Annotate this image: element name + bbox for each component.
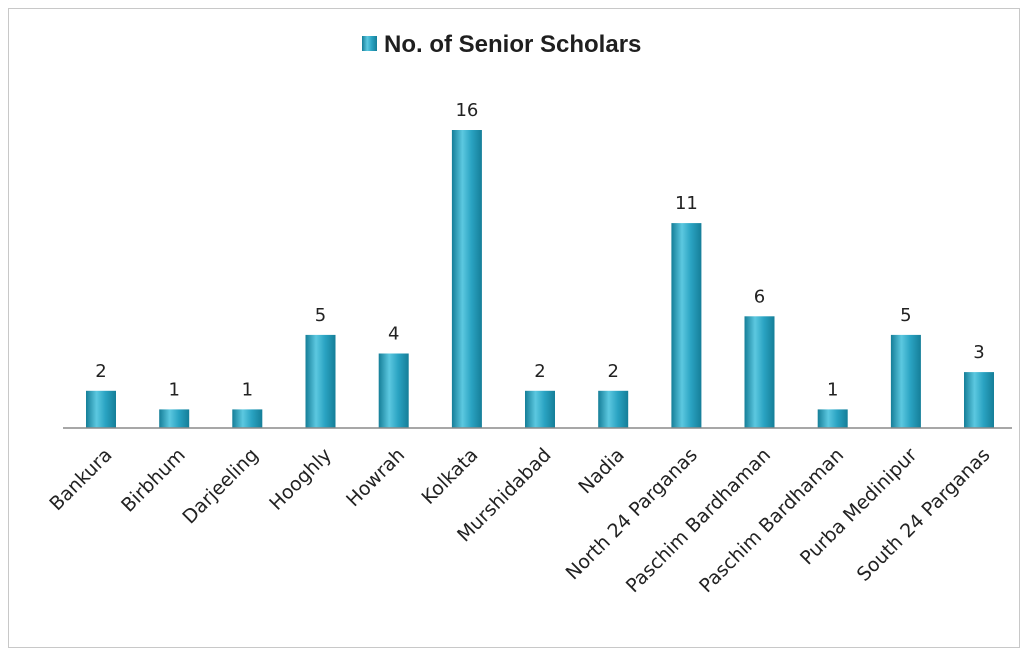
x-tick-label: Paschim Bardhaman — [695, 444, 848, 597]
data-label: 2 — [95, 361, 106, 382]
legend-label: No. of Senior Scholars — [384, 31, 641, 58]
x-tick-label: Paschim Bardhaman — [622, 444, 775, 597]
x-tick-label: South 24 Parganas — [853, 444, 995, 586]
legend-swatch — [362, 36, 377, 51]
bar — [86, 390, 116, 429]
x-tick-label: Darjeeling — [178, 444, 262, 528]
x-tick-label: Nadia — [574, 444, 628, 498]
bar — [232, 409, 263, 428]
bar — [598, 390, 629, 429]
data-label: 1 — [242, 379, 253, 400]
bar — [817, 409, 848, 428]
bars-group — [86, 130, 994, 429]
data-label: 1 — [168, 379, 179, 400]
x-tick-label: North 24 Parganas — [562, 444, 702, 584]
x-tick-label: Howrah — [342, 444, 409, 511]
bar — [890, 334, 921, 428]
data-label: 16 — [455, 100, 478, 121]
data-label: 1 — [827, 379, 838, 400]
x-tick-label: Kolkata — [418, 444, 483, 509]
legend: No. of Senior Scholars — [362, 31, 641, 58]
bar — [671, 223, 702, 428]
chart-frame — [8, 8, 1020, 648]
bar — [451, 130, 482, 428]
data-label: 2 — [534, 361, 545, 382]
bar — [525, 390, 555, 429]
data-label: 11 — [675, 193, 698, 214]
bar — [159, 409, 190, 428]
data-label: 4 — [388, 324, 399, 345]
bar — [744, 316, 775, 429]
bar — [305, 334, 336, 428]
bar — [378, 353, 409, 428]
data-label: 5 — [900, 305, 911, 326]
x-tick-label: Birbhum — [117, 444, 190, 517]
data-label: 5 — [315, 305, 326, 326]
data-label: 2 — [607, 361, 618, 382]
x-tick-label: Bankura — [45, 444, 116, 515]
x-tick-label: Hooghly — [265, 444, 336, 515]
data-label: 6 — [754, 286, 765, 307]
bar — [964, 372, 994, 428]
data-label: 3 — [973, 342, 984, 363]
